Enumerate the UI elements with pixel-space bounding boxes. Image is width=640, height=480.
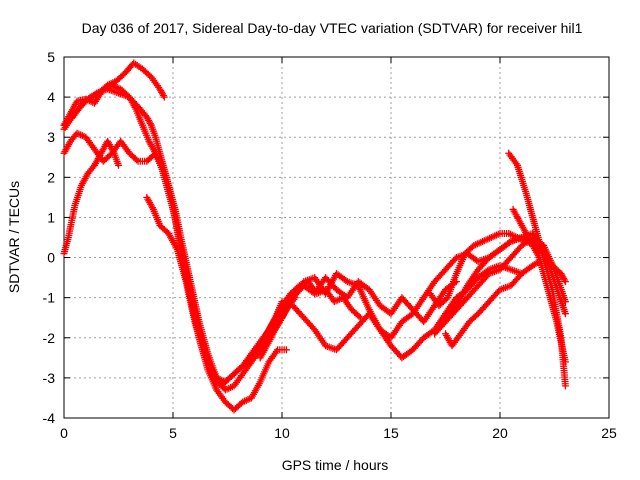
data-point: [146, 120, 154, 128]
data-points: [60, 59, 569, 414]
data-point: [282, 346, 290, 354]
plot-frame: [63, 56, 610, 419]
x-tick-label: 20: [492, 425, 508, 441]
data-point: [115, 161, 122, 169]
series-track-5: [60, 137, 122, 258]
x-axis-label: GPS time / hours: [282, 457, 389, 473]
series-track-9: [289, 234, 548, 354]
data-point: [561, 358, 569, 366]
y-axis-label: SDTVAR / TECUs: [6, 181, 22, 293]
series-track-6: [143, 193, 364, 390]
data-point: [561, 382, 569, 390]
y-tick-label: 1: [47, 209, 55, 225]
data-point: [561, 276, 569, 284]
ticks: [63, 56, 610, 419]
data-point: [133, 156, 141, 164]
data-point: [160, 93, 168, 101]
data-point: [355, 312, 363, 320]
y-tick-label: -3: [43, 370, 56, 386]
series-track-13: [442, 258, 543, 350]
y-tick-label: -1: [43, 290, 56, 306]
y-tick-label: 4: [47, 89, 55, 105]
data-point: [159, 92, 167, 100]
chart-title: Day 036 of 2017, Sidereal Day-to-day VTE…: [82, 20, 583, 36]
series-track-15: [509, 205, 569, 366]
series-track-1: [60, 59, 168, 129]
x-tick-label: 10: [274, 425, 290, 441]
x-tick-label: 25: [601, 425, 617, 441]
tick-labels: 0 5 10 15 20 25 -4 -3 -2 -1 0 1 2 3 4 5: [43, 49, 617, 441]
data-point: [561, 310, 569, 318]
y-tick-label: 0: [47, 250, 55, 266]
x-tick-label: 0: [60, 425, 68, 441]
x-tick-label: 15: [383, 425, 399, 441]
y-tick-label: -2: [43, 330, 56, 346]
series-track-4: [60, 129, 290, 414]
data-point: [561, 278, 569, 286]
x-tick-label: 5: [169, 425, 177, 441]
y-tick-label: 5: [47, 49, 55, 65]
y-tick-label: -4: [43, 410, 56, 426]
y-tick-label: 2: [47, 169, 55, 185]
y-tick-label: 3: [47, 129, 55, 145]
